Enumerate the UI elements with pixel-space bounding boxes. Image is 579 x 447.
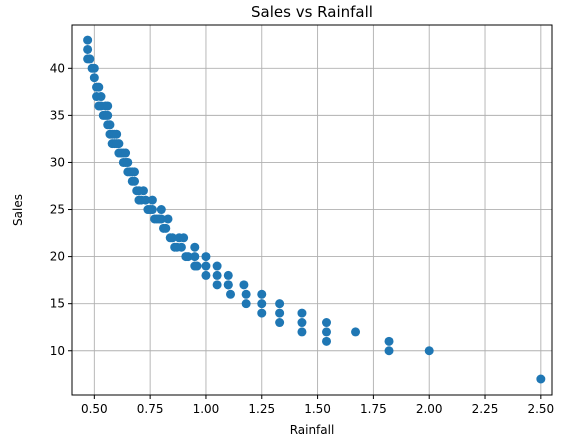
data-point <box>322 327 332 337</box>
x-tick-label: 1.50 <box>304 402 331 416</box>
data-point <box>190 252 200 262</box>
data-point <box>241 289 251 299</box>
data-point <box>94 82 104 92</box>
data-point <box>212 270 222 280</box>
data-point <box>257 289 267 299</box>
data-point <box>130 176 140 186</box>
x-tick-label: 2.50 <box>527 402 554 416</box>
data-point <box>536 374 546 384</box>
x-tick-label: 1.25 <box>248 402 275 416</box>
y-tick-label: 35 <box>50 108 65 122</box>
data-point <box>257 308 267 318</box>
data-point <box>167 233 177 243</box>
data-point <box>112 129 122 139</box>
data-point <box>161 223 171 233</box>
x-axis-label: Rainfall <box>290 423 335 437</box>
data-point <box>176 242 186 252</box>
data-point <box>322 336 332 346</box>
data-point <box>297 308 307 318</box>
data-point <box>156 214 166 224</box>
data-point <box>275 308 285 318</box>
data-point <box>297 318 307 328</box>
data-point <box>257 299 267 309</box>
data-point <box>275 318 285 328</box>
data-point <box>226 289 236 299</box>
data-point <box>384 336 394 346</box>
y-tick-label: 40 <box>50 61 65 75</box>
data-point <box>192 261 202 271</box>
data-point <box>384 346 394 356</box>
data-point <box>322 318 332 328</box>
data-points <box>83 35 546 384</box>
data-point <box>163 214 173 224</box>
data-point <box>141 195 151 205</box>
data-point <box>85 54 95 64</box>
data-point <box>156 205 166 215</box>
x-tick-label: 0.75 <box>137 402 164 416</box>
data-point <box>94 101 104 111</box>
data-point <box>123 157 133 167</box>
x-tick-label: 0.50 <box>81 402 108 416</box>
data-point <box>121 148 131 158</box>
data-point <box>83 44 93 54</box>
x-tick-label: 2.00 <box>416 402 443 416</box>
y-tick-label: 25 <box>50 203 65 217</box>
data-point <box>147 195 157 205</box>
data-point <box>201 261 211 271</box>
grid-lines <box>72 25 552 395</box>
data-point <box>212 280 222 290</box>
data-point <box>223 280 233 290</box>
chart-title: Sales vs Rainfall <box>251 3 373 21</box>
y-axis-label: Sales <box>11 194 25 226</box>
x-tick-label: 2.25 <box>472 402 499 416</box>
data-point <box>147 205 157 215</box>
x-tick-label: 1.75 <box>360 402 387 416</box>
data-point <box>351 327 361 337</box>
y-tick-label: 10 <box>50 344 65 358</box>
data-point <box>103 110 113 120</box>
data-point <box>89 63 99 73</box>
data-point <box>241 299 251 309</box>
data-point <box>239 280 249 290</box>
y-tick-label: 15 <box>50 297 65 311</box>
data-point <box>96 92 106 102</box>
data-point <box>103 101 113 111</box>
y-tick-label: 30 <box>50 155 65 169</box>
data-point <box>112 139 122 149</box>
data-point <box>212 261 222 271</box>
data-point <box>201 270 211 280</box>
data-point <box>105 120 115 130</box>
data-point <box>223 270 233 280</box>
data-point <box>297 327 307 337</box>
data-point <box>179 233 189 243</box>
data-point <box>275 299 285 309</box>
data-point <box>424 346 434 356</box>
data-point <box>201 252 211 262</box>
data-point <box>83 35 93 45</box>
x-tick-label: 1.00 <box>193 402 220 416</box>
data-point <box>130 167 140 177</box>
data-point <box>190 242 200 252</box>
data-point <box>138 186 148 196</box>
y-tick-label: 20 <box>50 250 65 264</box>
y-axis-ticks: 10 15 20 25 30 35 40 <box>50 61 72 358</box>
data-point <box>183 252 193 262</box>
x-axis-ticks: 0.50 0.75 1.00 1.25 1.50 1.75 2.00 2.25 2.50 <box>81 395 554 416</box>
data-point <box>89 73 99 83</box>
